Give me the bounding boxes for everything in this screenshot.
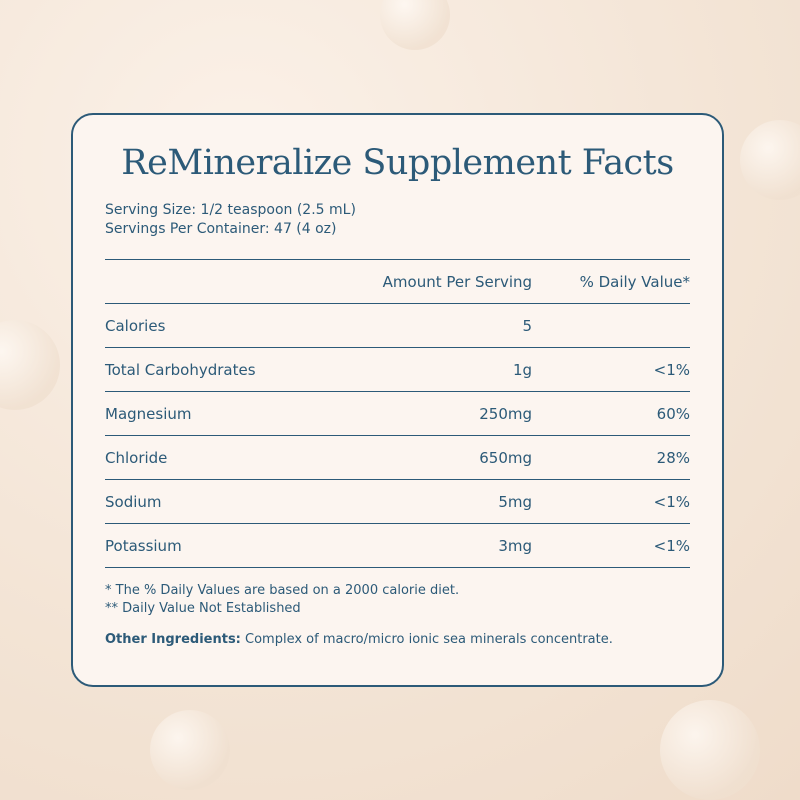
facts-table: Amount Per Serving% Daily Value* Calories… [105, 259, 690, 568]
nutrient-row: Calories 5 [105, 303, 690, 348]
servings-per-container: Servings Per Container: 47 (4 oz) [105, 221, 337, 237]
header-cell: % Daily Value* [532, 259, 690, 304]
daily-value: <1% [532, 347, 690, 392]
header-cell: Amount Per Serving [350, 259, 533, 304]
serving-info: Serving Size: 1/2 teaspoon (2.5 mL) Serv… [105, 201, 690, 239]
daily-value: <1% [532, 523, 690, 568]
nutrient-name: Sodium [105, 479, 351, 524]
ingredients-label: Other Ingredients: [105, 632, 241, 647]
serving-size: Serving Size: 1/2 teaspoon (2.5 mL) [105, 202, 356, 218]
note: ** Daily Value Not Established [105, 601, 301, 616]
amount: 650mg [350, 435, 533, 480]
nutrient-name: Calories [105, 303, 351, 348]
notes: * The % Daily Values are based on a 2000… [105, 582, 690, 618]
ingredients-text: Complex of macro/micro ionic sea mineral… [245, 632, 613, 647]
header-cell [105, 259, 351, 304]
nutrient-name: Potassium [105, 523, 351, 568]
nutrient-row: Magnesium 250mg 60% [105, 391, 690, 436]
daily-value: 28% [532, 435, 690, 480]
amount: 3mg [350, 523, 533, 568]
nutrient-row: Chloride 650mg 28% [105, 435, 690, 480]
nutrient-name: Total Carbohydrates [105, 347, 351, 392]
note: * The % Daily Values are based on a 2000… [105, 583, 460, 598]
amount: 1g [350, 347, 533, 392]
daily-value: 60% [532, 391, 690, 436]
nutrient-name: Chloride [105, 435, 351, 480]
daily-value: <1% [532, 479, 690, 524]
facts-card: ReMineralize Supplement Facts Serving Si… [71, 113, 724, 687]
header-row: Amount Per Serving% Daily Value* [105, 259, 690, 304]
nutrient-name: Magnesium [105, 391, 351, 436]
ingredients: Other Ingredients: Complex of macro/micr… [105, 632, 690, 647]
cell [532, 303, 690, 348]
amount: 250mg [350, 391, 533, 436]
nutrient-row: Total Carbohydrates 1g <1% [105, 347, 690, 392]
title: ReMineralize Supplement Facts [121, 143, 674, 183]
nutrient-row: Potassium 3mg <1% [105, 523, 690, 568]
amount: 5mg [350, 479, 533, 524]
amount: 5 [350, 303, 533, 348]
nutrient-row: Sodium 5mg <1% [105, 479, 690, 524]
